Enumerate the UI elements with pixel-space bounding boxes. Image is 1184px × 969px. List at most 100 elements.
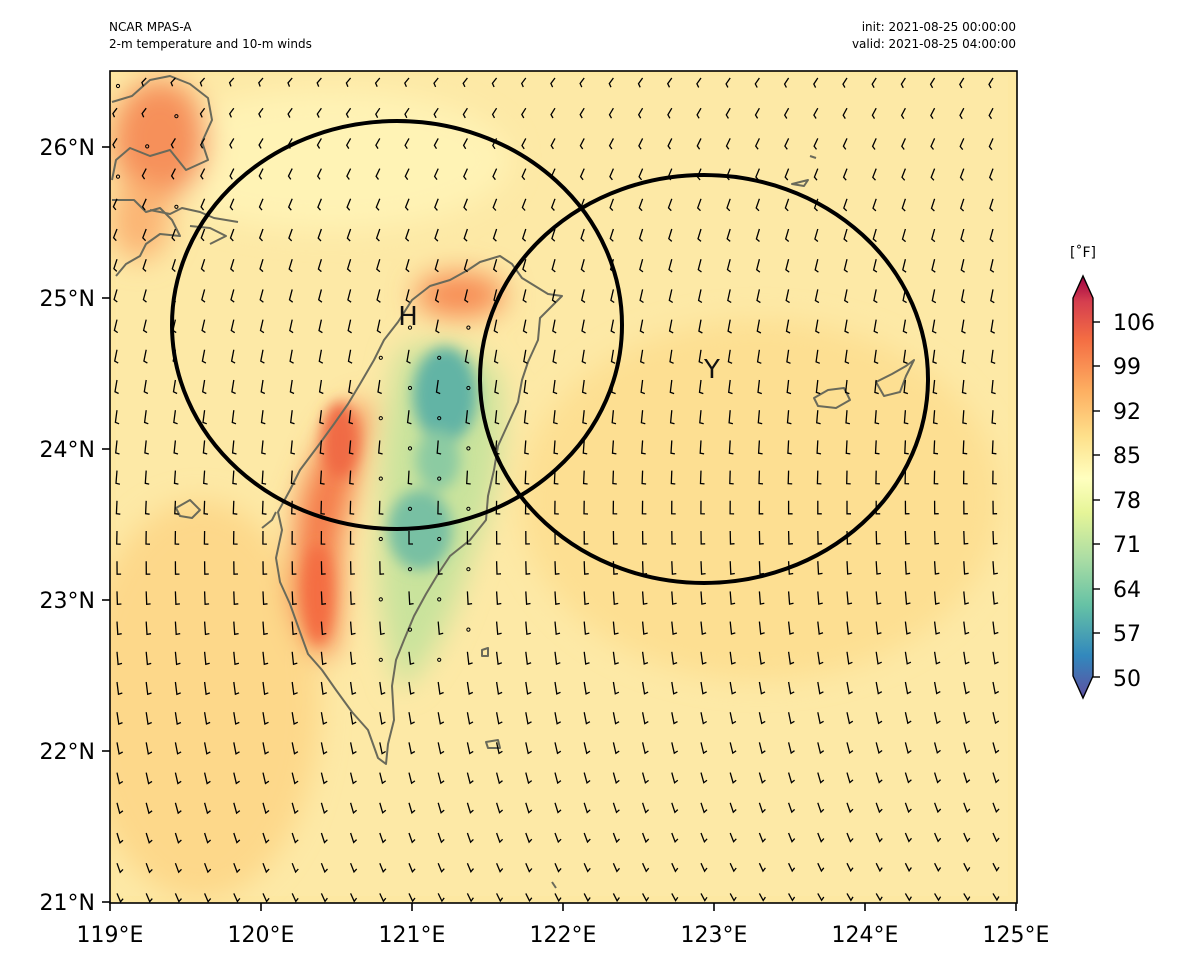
wind-barb bbox=[320, 742, 328, 755]
wind-barb bbox=[727, 349, 733, 364]
wind-barb bbox=[231, 440, 237, 455]
x-tick-label: 120°E bbox=[228, 923, 295, 948]
wind-barb bbox=[114, 379, 119, 395]
wind-barb bbox=[612, 470, 617, 485]
wind-barb bbox=[495, 470, 500, 485]
wind-barb bbox=[787, 772, 796, 784]
wind-barb bbox=[262, 651, 269, 666]
wind-barb bbox=[550, 107, 556, 119]
wind-barb bbox=[525, 742, 532, 755]
wind-barb bbox=[930, 138, 936, 150]
wind-barb bbox=[320, 530, 326, 545]
wind-barb bbox=[788, 862, 796, 873]
wind-barb bbox=[174, 772, 182, 785]
wind-barb bbox=[116, 862, 124, 874]
wind-barb bbox=[787, 440, 792, 455]
wind-barb bbox=[700, 651, 707, 665]
wind-barb bbox=[729, 712, 737, 725]
wind-barb bbox=[814, 228, 819, 242]
wind-barb bbox=[229, 198, 235, 211]
wind-barb bbox=[144, 500, 150, 515]
wind-barb bbox=[1022, 863, 1028, 870]
wind-barb bbox=[349, 742, 357, 755]
wind-barb bbox=[174, 681, 181, 696]
wind-barb bbox=[1018, 108, 1022, 119]
wind-barb bbox=[492, 228, 498, 242]
wind-barb bbox=[700, 772, 708, 784]
wind-barb bbox=[287, 107, 293, 118]
wind-barb bbox=[112, 138, 118, 149]
wind-barb bbox=[963, 591, 969, 605]
wind-barb bbox=[495, 742, 503, 755]
wind-barb bbox=[434, 198, 439, 211]
wind-barb bbox=[491, 107, 498, 119]
wind-barb bbox=[874, 440, 880, 455]
wind-barb bbox=[817, 621, 824, 635]
wind-barb bbox=[756, 349, 762, 364]
wind-barb bbox=[963, 681, 970, 695]
calm-marker bbox=[115, 174, 121, 179]
colorbar-label: 92 bbox=[1113, 400, 1141, 425]
wind-barb bbox=[525, 802, 533, 814]
wind-barb bbox=[933, 621, 941, 635]
wind-barb bbox=[610, 319, 616, 334]
wind-barb bbox=[960, 259, 965, 273]
wind-barb bbox=[699, 470, 705, 485]
wind-barb bbox=[934, 832, 942, 843]
wind-barb bbox=[258, 168, 264, 180]
wind-barb bbox=[992, 530, 998, 545]
wind-barb bbox=[642, 862, 650, 873]
wind-barb bbox=[612, 772, 620, 785]
wind-barb bbox=[787, 802, 796, 814]
wind-barb bbox=[961, 319, 966, 334]
wind-barb bbox=[872, 168, 877, 181]
wind-barb bbox=[784, 198, 790, 212]
wind-barb bbox=[376, 319, 382, 334]
wind-barb bbox=[174, 712, 182, 726]
wind-barb bbox=[700, 530, 706, 545]
wind-barb bbox=[612, 530, 618, 545]
wind-barb bbox=[289, 410, 295, 425]
wind-barb bbox=[433, 138, 439, 150]
wind-barb bbox=[466, 681, 474, 695]
wind-barb bbox=[612, 591, 619, 605]
wind-barb bbox=[642, 893, 650, 902]
wind-barb bbox=[550, 198, 556, 211]
wind-barb bbox=[963, 712, 970, 725]
y-tick-labels: 21°N 22°N 23°N 24°N 25°N 26°N bbox=[40, 136, 95, 916]
wind-barb bbox=[550, 77, 556, 88]
wind-barb bbox=[813, 138, 819, 150]
wind-barb bbox=[262, 530, 267, 545]
wind-barb bbox=[697, 289, 703, 304]
wind-barb bbox=[669, 410, 675, 425]
wind-barb bbox=[554, 530, 560, 545]
wind-barb bbox=[992, 621, 999, 635]
wind-barb bbox=[670, 440, 676, 455]
wind-barb bbox=[522, 259, 527, 273]
wind-barb bbox=[405, 289, 410, 303]
wind-barb bbox=[641, 500, 647, 515]
wind-barb bbox=[611, 410, 617, 425]
wind-barb bbox=[846, 712, 854, 725]
wind-barb bbox=[699, 410, 704, 425]
wind-barb bbox=[933, 712, 941, 725]
wind-barb bbox=[930, 168, 936, 181]
wind-barb bbox=[465, 410, 471, 425]
wind-barb bbox=[291, 772, 299, 785]
wind-barb bbox=[174, 530, 180, 545]
wind-barb bbox=[437, 772, 445, 785]
wind-barb bbox=[582, 440, 588, 455]
wind-barb bbox=[463, 228, 469, 242]
wind-barb bbox=[435, 319, 440, 334]
wind-barb bbox=[729, 500, 735, 515]
wind-barb bbox=[904, 802, 912, 814]
wind-barb bbox=[261, 440, 266, 455]
wind-barb bbox=[580, 259, 585, 273]
wind-barb bbox=[930, 198, 936, 212]
wind-barb bbox=[233, 772, 240, 785]
wind-barb bbox=[375, 138, 381, 149]
wind-barb bbox=[698, 319, 703, 334]
wind-barb bbox=[233, 832, 241, 844]
wind-barb bbox=[142, 228, 147, 242]
x-tick-label: 124°E bbox=[832, 923, 899, 948]
